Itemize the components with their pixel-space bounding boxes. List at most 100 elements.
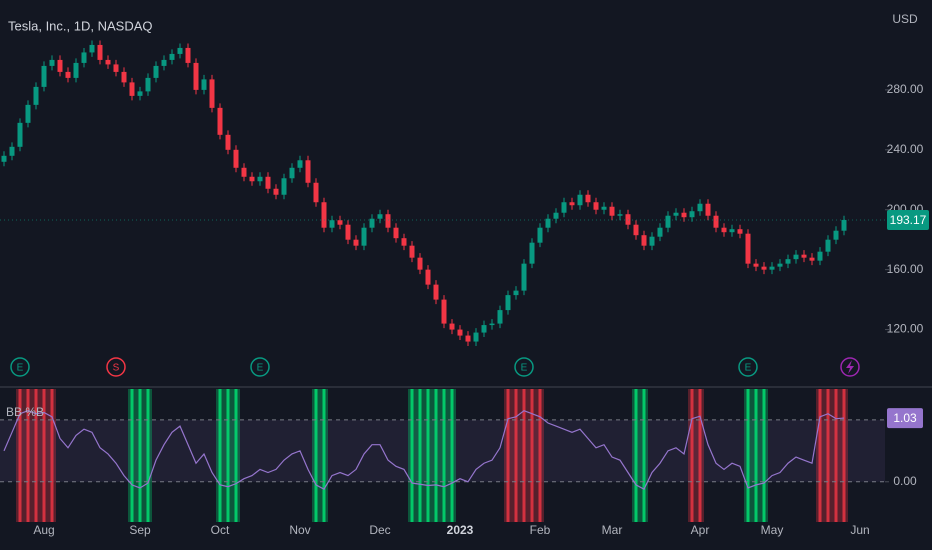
candle-body [185,47,191,63]
x-tick-label: Oct [211,523,230,537]
symbol-title: Tesla, Inc., 1D, NASDAQ [8,18,153,33]
candle-body [465,335,471,342]
y-tick-label: 280.00 [887,82,924,96]
candle-body [241,167,247,177]
signal-bar [138,389,142,522]
signal-bar [818,389,822,522]
indicator-title: BB %B [6,405,44,419]
candle-body [249,176,255,182]
candle-body [49,59,55,66]
candle-body [817,251,823,261]
candle-body [65,71,71,78]
candle-body [345,224,351,240]
event-label: E [745,363,752,374]
candle-body [209,79,215,108]
candle-body [793,254,799,260]
signal-bar [506,389,510,522]
percent-b-line [3,409,845,491]
event-marker [250,357,270,377]
signal-bar [146,389,150,522]
candle-body [425,269,431,285]
candle-body [1,155,7,162]
candle-body [81,52,87,63]
candle-body [337,220,343,225]
signal-bar [442,389,446,522]
candle-body [369,218,375,228]
signal-bar [26,389,30,522]
candle-body [121,71,127,83]
candle-body [561,202,567,213]
candle-body [385,214,391,228]
candle-body [593,202,599,210]
candle-body [25,104,31,123]
candle-body [129,82,135,96]
candle-body [705,203,711,216]
candle-body [145,77,151,92]
candle-body [41,65,47,87]
signal-bar [698,389,702,522]
candle-body [89,44,95,53]
signal-bar [690,389,694,522]
candle-body [217,107,223,135]
signal-bar [226,389,230,522]
signal-bar [762,389,766,522]
candle-body [393,227,399,239]
candle-body [601,206,607,210]
candle-body [281,178,287,195]
signal-bar [218,389,222,522]
candle-body [801,254,807,258]
x-tick-label: 2023 [447,523,474,537]
candle-body [113,64,119,72]
candle-body [809,257,815,261]
candle-body [489,323,495,326]
candle-body [753,263,759,267]
signal-bar [234,389,238,522]
candle-body [193,62,199,90]
candle-body [649,236,655,246]
currency-label: USD [892,12,918,26]
candle-body [401,238,407,246]
candle-body [729,229,735,233]
candle-body [777,263,783,267]
candle-body [665,215,671,228]
candle-body [409,245,415,258]
x-tick-label: Mar [602,523,623,537]
signal-bar [418,389,422,522]
signal-bar [434,389,438,522]
candle-body [481,325,487,333]
y-tick-label: 160.00 [887,262,924,276]
candle-body [537,227,543,243]
x-tick-label: Apr [691,523,710,537]
candle-body [137,91,143,96]
candle-body [9,146,15,156]
signal-bar [18,389,22,522]
event-label: S [113,363,120,374]
candle-body [33,86,39,105]
x-tick-label: Sep [129,523,151,537]
candle-body [785,259,791,264]
event-marker [106,357,126,377]
candle-body [657,227,663,237]
candle-body [721,227,727,233]
candle-body [449,323,455,330]
candle-body [609,206,615,216]
candle-body [433,284,439,300]
x-tick-label: Jun [850,523,869,537]
candle-body [825,239,831,252]
signal-bar [826,389,830,522]
candle-body [577,194,583,206]
signal-bar [634,389,638,522]
last-price-label: 193.17 [890,213,927,227]
candle-body [841,219,847,231]
candle-body [73,62,79,78]
candle-body [585,194,591,203]
candle-body [17,122,23,147]
signal-bar [42,389,46,522]
candle-body [545,218,551,228]
candle-body [417,257,423,270]
signal-bar [754,389,758,522]
x-tick-label: Feb [530,523,551,537]
candle-body [473,332,479,342]
